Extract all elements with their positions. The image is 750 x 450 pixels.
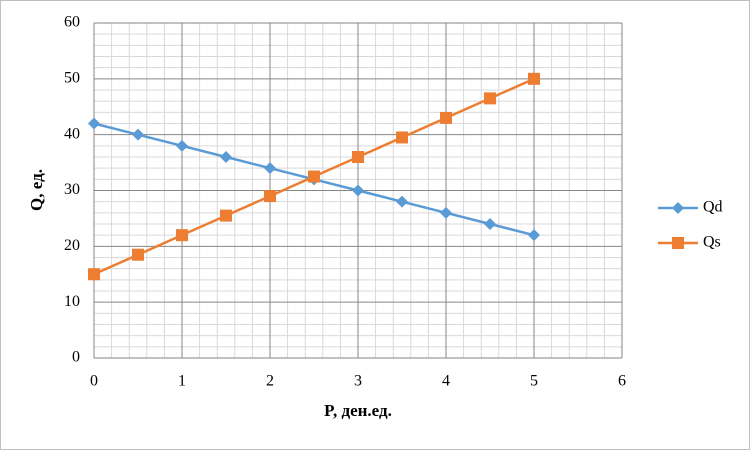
marker [528,72,540,85]
marker [484,218,496,230]
y-axis-title: Q, ед. [27,169,46,211]
marker [396,131,408,144]
y-tick-label: 0 [72,349,80,366]
y-tick-label: 30 [64,181,80,198]
y-tick-label: 10 [64,293,80,310]
y-tick-label: 60 [64,14,80,31]
marker [132,248,144,261]
marker [396,195,408,208]
legend-label: Qs [703,234,721,251]
marker [176,139,188,152]
x-tick-label: 1 [178,373,186,390]
marker [88,117,100,130]
marker [528,229,540,242]
x-tick-label: 2 [266,373,274,390]
grid [93,22,623,359]
marker [176,229,188,242]
marker [88,268,100,281]
marker [264,190,276,203]
x-tick-label: 3 [354,373,362,390]
marker [484,92,496,105]
marker [264,162,276,175]
x-tick-label: 6 [618,373,626,390]
y-tick-label: 40 [64,125,80,142]
x-tick-label: 5 [530,373,538,390]
marker [440,111,452,124]
marker [440,206,452,219]
x-axis-title: P, ден.ед. [324,401,392,420]
y-tick-label: 20 [64,237,80,254]
x-tick-label: 0 [90,373,98,390]
y-tick-label: 50 [64,70,80,87]
marker [132,128,144,141]
marker [352,184,364,197]
marker [352,151,364,163]
marker [308,170,320,183]
legend-marker [672,237,684,249]
marker [220,209,232,222]
legend-label: Qd [703,199,723,216]
x-tick-label: 4 [442,373,450,390]
legend-marker [672,202,684,214]
marker [220,151,232,163]
